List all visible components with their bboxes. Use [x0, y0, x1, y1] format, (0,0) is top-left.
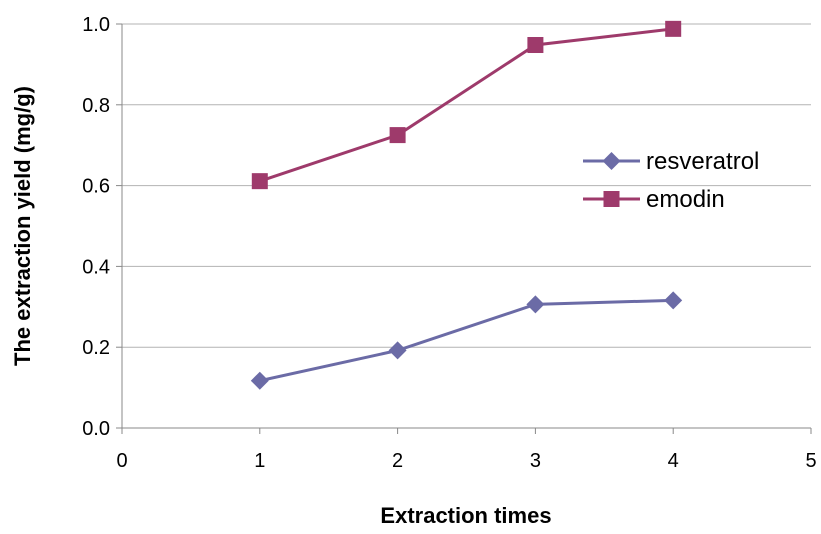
- series: [250, 20, 683, 390]
- series-resveratrol: [250, 291, 683, 390]
- y-tick-label: 0.8: [82, 95, 110, 117]
- legend: resveratrol emodin: [583, 148, 759, 213]
- y-axis-title: The extraction yield (mg/g): [10, 86, 35, 366]
- legend-label: emodin: [646, 186, 725, 213]
- x-axis-title: Extraction times: [380, 503, 551, 528]
- data-point-emodin: [389, 127, 406, 144]
- legend-item-resveratrol: resveratrol: [583, 148, 759, 175]
- legend-item-emodin: emodin: [583, 186, 725, 213]
- x-tick-label: 3: [530, 450, 541, 472]
- y-tick-label: 1.0: [82, 14, 110, 36]
- legend-label: resveratrol: [646, 148, 759, 175]
- series-line-resveratrol: [259, 298, 674, 383]
- y-tick-label: 0.4: [82, 256, 110, 278]
- x-tick-label: 0: [116, 450, 127, 472]
- legend-marker: [603, 191, 620, 207]
- y-tick-label: 0.0: [82, 418, 110, 440]
- series-emodin: [251, 20, 682, 190]
- data-point-resveratrol: [250, 371, 269, 390]
- legend-marker: [602, 152, 621, 170]
- x-tick-label: 1: [254, 450, 265, 472]
- data-point-emodin: [251, 173, 268, 190]
- y-tick-label: 0.2: [82, 337, 110, 359]
- data-point-resveratrol: [526, 295, 545, 314]
- x-tick-label: 4: [668, 450, 679, 472]
- data-point-emodin: [527, 37, 544, 54]
- axes: 0.0 0.2 0.4 0.6 0.8 1.0 0 1 2 3 4 5: [82, 14, 816, 472]
- data-point-resveratrol: [388, 341, 407, 360]
- x-tick-label: 2: [392, 450, 403, 472]
- series-line-emodin: [259, 27, 674, 183]
- y-tick-label: 0.6: [82, 176, 110, 198]
- data-point-resveratrol: [664, 291, 683, 310]
- gridlines: [122, 23, 811, 348]
- x-tick-label: 5: [805, 450, 816, 472]
- data-point-emodin: [665, 20, 682, 37]
